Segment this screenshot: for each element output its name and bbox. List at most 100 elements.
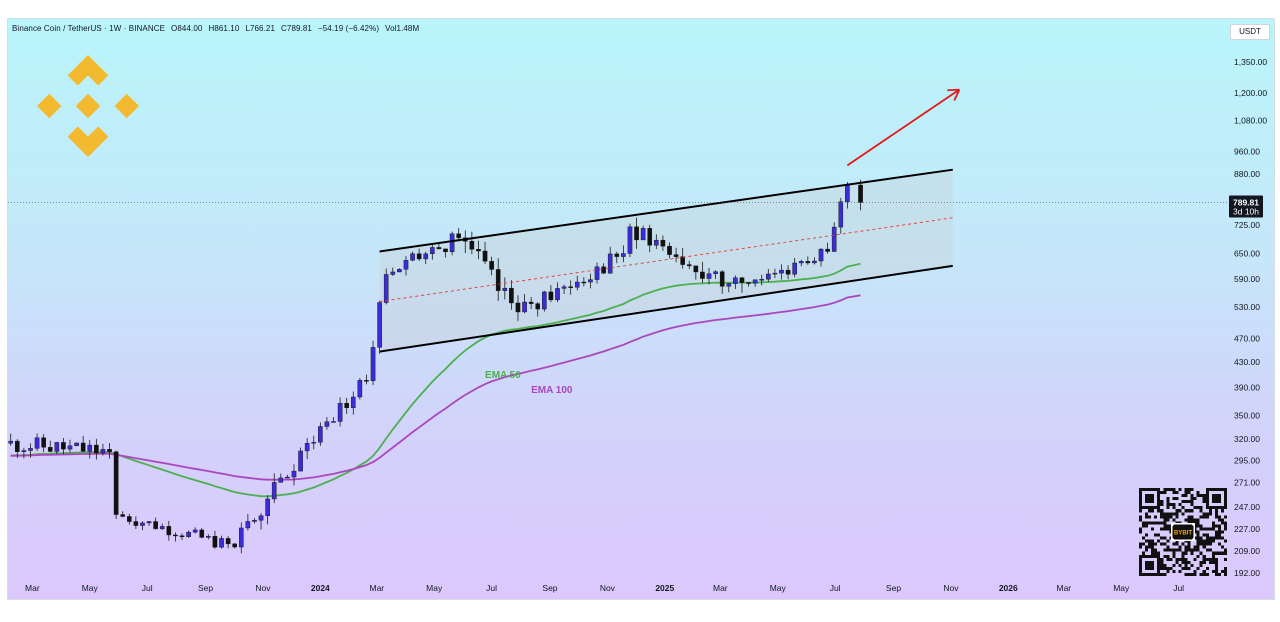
candle: [667, 242, 672, 259]
candle: [660, 235, 666, 251]
candle-body-up: [759, 279, 765, 281]
candle: [179, 533, 185, 540]
candle-body-up: [713, 271, 718, 274]
candle: [416, 248, 422, 262]
candle-body-down: [469, 241, 475, 250]
candle: [515, 295, 521, 321]
x-tick-label: May: [82, 583, 99, 593]
candle-body-down: [647, 228, 653, 246]
candle: [403, 256, 409, 276]
candle: [153, 517, 158, 530]
candle: [199, 527, 205, 539]
candle-body-up: [285, 476, 290, 479]
candle-body-down: [489, 261, 494, 270]
candle: [693, 265, 699, 280]
candle-body-down: [232, 543, 237, 548]
candle-body-up: [186, 531, 191, 537]
candle: [555, 282, 560, 303]
candle: [449, 231, 455, 256]
currency-badge[interactable]: USDT: [1230, 24, 1270, 40]
candle: [364, 374, 369, 385]
x-tick-label: Nov: [255, 583, 271, 593]
candle: [594, 262, 600, 284]
candle: [818, 248, 824, 267]
chart-area[interactable]: [7, 18, 1275, 600]
candle: [100, 443, 106, 456]
candle-body-up: [706, 273, 712, 279]
candle: [528, 297, 534, 310]
x-tick-label: Nov: [943, 583, 959, 593]
candle-body-down: [107, 449, 112, 452]
candle-body-down: [568, 286, 573, 288]
candle-body-up: [838, 201, 844, 228]
qr-label: BYBIT: [1174, 530, 1192, 536]
candle-body-up: [377, 302, 382, 348]
candle-body-up: [726, 283, 732, 287]
candle-body-down: [179, 535, 185, 538]
candle: [654, 234, 659, 250]
x-tick-label: May: [1113, 583, 1130, 593]
candle: [574, 275, 580, 291]
candle-body-down: [443, 248, 448, 253]
x-tick-label: 2026: [999, 583, 1018, 593]
open-value: O844.00: [171, 24, 203, 33]
candle-body-up: [271, 482, 277, 500]
y-tick-label: 320.00: [1234, 434, 1260, 444]
candle: [87, 439, 93, 459]
candle-body-down: [825, 248, 830, 252]
candle-body-up: [522, 301, 527, 313]
candle: [640, 225, 646, 241]
y-tick-label: 390.00: [1234, 382, 1260, 392]
price-tag-price: 789.81: [1233, 197, 1259, 207]
candle-body-up: [430, 247, 435, 255]
candle-body-down: [364, 380, 369, 382]
candle-body-down: [805, 261, 811, 264]
volume-value: Vol1.48M: [385, 24, 420, 33]
candle: [601, 263, 606, 275]
candle: [166, 520, 172, 541]
x-tick-label: Mar: [1057, 583, 1072, 593]
x-tick-label: Jul: [1173, 583, 1184, 593]
candle-body-up: [370, 347, 376, 381]
candle-body-down: [41, 437, 46, 448]
channel-mid-line: [379, 217, 953, 303]
candle-body-down: [614, 253, 620, 257]
candle: [469, 231, 475, 255]
ema100-line: [10, 294, 861, 481]
candle-body-up: [238, 527, 244, 548]
candle-body-up: [298, 450, 303, 472]
candle: [397, 268, 402, 273]
candle: [173, 532, 178, 542]
candle-body-up: [594, 266, 600, 280]
candle: [278, 473, 284, 483]
candle-body-down: [61, 442, 66, 450]
ema50-label: EMA 50: [485, 370, 521, 381]
candle-body-down: [212, 536, 218, 548]
candle-body-up: [831, 226, 837, 252]
candle-body-up: [318, 426, 323, 443]
candle-body-down: [173, 534, 178, 537]
candle-body-up: [67, 445, 73, 450]
x-tick-label: Mar: [25, 583, 40, 593]
candle: [186, 530, 191, 538]
candle-body-down: [166, 526, 172, 536]
candle: [831, 222, 837, 253]
candle-body-up: [192, 529, 198, 533]
candle-body-up: [324, 421, 330, 427]
candle: [357, 377, 363, 400]
candle-body-down: [700, 271, 705, 279]
candle: [673, 247, 679, 263]
candle-body-down: [528, 301, 534, 304]
candle-body-down: [667, 245, 672, 255]
candle-body-down: [120, 514, 126, 517]
candle-body-down: [113, 451, 119, 515]
candle: [94, 438, 99, 460]
target-arrow: [846, 88, 960, 167]
candle: [34, 433, 40, 451]
candle: [805, 256, 811, 265]
candle-body-up: [798, 261, 804, 264]
candle-body-down: [515, 302, 521, 313]
candle-body-up: [350, 396, 356, 409]
candle-body-up: [383, 274, 389, 303]
